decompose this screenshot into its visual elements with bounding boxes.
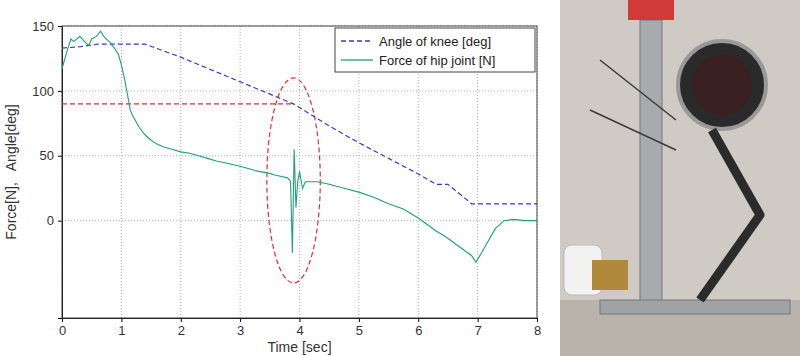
y-tick-label: 0 [47, 213, 54, 228]
x-tick-mark [418, 318, 419, 322]
x-tick-label: 1 [118, 323, 125, 338]
legend: Angle of knee [deg] Force of hip joint [N… [335, 28, 535, 72]
x-tick: 4 [296, 318, 303, 338]
x-tick-mark [121, 318, 122, 322]
y-axis: 0 50 100 150 [32, 19, 62, 319]
legend-box [335, 28, 535, 72]
x-tick-label: 2 [178, 323, 185, 338]
chart: 0 1 2 3 4 5 6 7 8 0 50 100 150 Time [sec] Force[N], An… [0, 0, 800, 356]
x-tick-mark [478, 318, 479, 322]
plot-frame [62, 26, 537, 318]
x-tick-mark [537, 318, 538, 322]
grid [62, 26, 537, 318]
grid-line-y [62, 90, 537, 91]
series-line [62, 31, 537, 262]
legend-label: Angle of knee [deg] [379, 34, 491, 49]
x-tick: 6 [415, 318, 422, 338]
legend-label: Force of hip joint [N] [379, 53, 495, 68]
photo-table [560, 300, 800, 356]
reference-line [62, 103, 294, 104]
x-tick: 0 [59, 318, 66, 338]
photo-motor [678, 41, 766, 129]
x-tick-label: 4 [296, 323, 303, 338]
y-tick-label: 100 [32, 84, 54, 99]
y-tick: 150 [32, 19, 62, 34]
x-tick-label: 8 [534, 323, 541, 338]
rig-photo [560, 0, 800, 356]
photo-motor-face [692, 55, 752, 115]
x-tick-label: 0 [59, 323, 66, 338]
legend-swatch [341, 59, 373, 60]
photo-base [600, 300, 790, 314]
photo-leg [700, 130, 760, 300]
grid-line-x [121, 26, 122, 318]
x-tick: 3 [237, 318, 244, 338]
x-tick: 7 [475, 318, 482, 338]
x-tick-label: 6 [415, 323, 422, 338]
x-tick: 2 [178, 318, 185, 338]
y-tick: 100 [32, 84, 62, 99]
x-tick-mark [300, 318, 301, 322]
x-tick: 8 [534, 318, 541, 338]
legend-swatch [341, 40, 373, 41]
y-axis-title: Force[N], Angle[deg] [3, 104, 19, 239]
x-axis-title: Time [sec] [267, 339, 331, 355]
grid-line-x [180, 26, 181, 318]
grid-line-y [62, 155, 537, 156]
grid-line-x [240, 26, 241, 318]
x-axis: 0 1 2 3 4 5 6 7 8 [59, 318, 541, 338]
x-tick: 5 [356, 318, 363, 338]
x-axis-line [63, 319, 538, 323]
y-tick-mark [58, 91, 62, 92]
x-tick-mark [181, 318, 182, 322]
x-tick-label: 7 [475, 323, 482, 338]
y-tick: 0 [47, 213, 62, 228]
y-tick-label: 150 [32, 19, 54, 34]
x-tick-label: 3 [237, 323, 244, 338]
y-tick-label: 50 [40, 148, 54, 163]
photo-sensor [592, 260, 628, 290]
y-tick-mark [58, 221, 62, 222]
photo-cables [590, 60, 676, 150]
grid-line-y [62, 220, 537, 221]
x-tick-mark [359, 318, 360, 322]
photo-background [560, 0, 800, 356]
y-tick: 50 [40, 148, 62, 163]
photo-clamp [628, 0, 674, 20]
x-tick-label: 5 [356, 323, 363, 338]
y-tick-mark [58, 156, 62, 157]
x-tick: 1 [118, 318, 125, 338]
x-tick-mark [240, 318, 241, 322]
photo-post [640, 20, 662, 310]
y-tick-mark [58, 26, 62, 27]
